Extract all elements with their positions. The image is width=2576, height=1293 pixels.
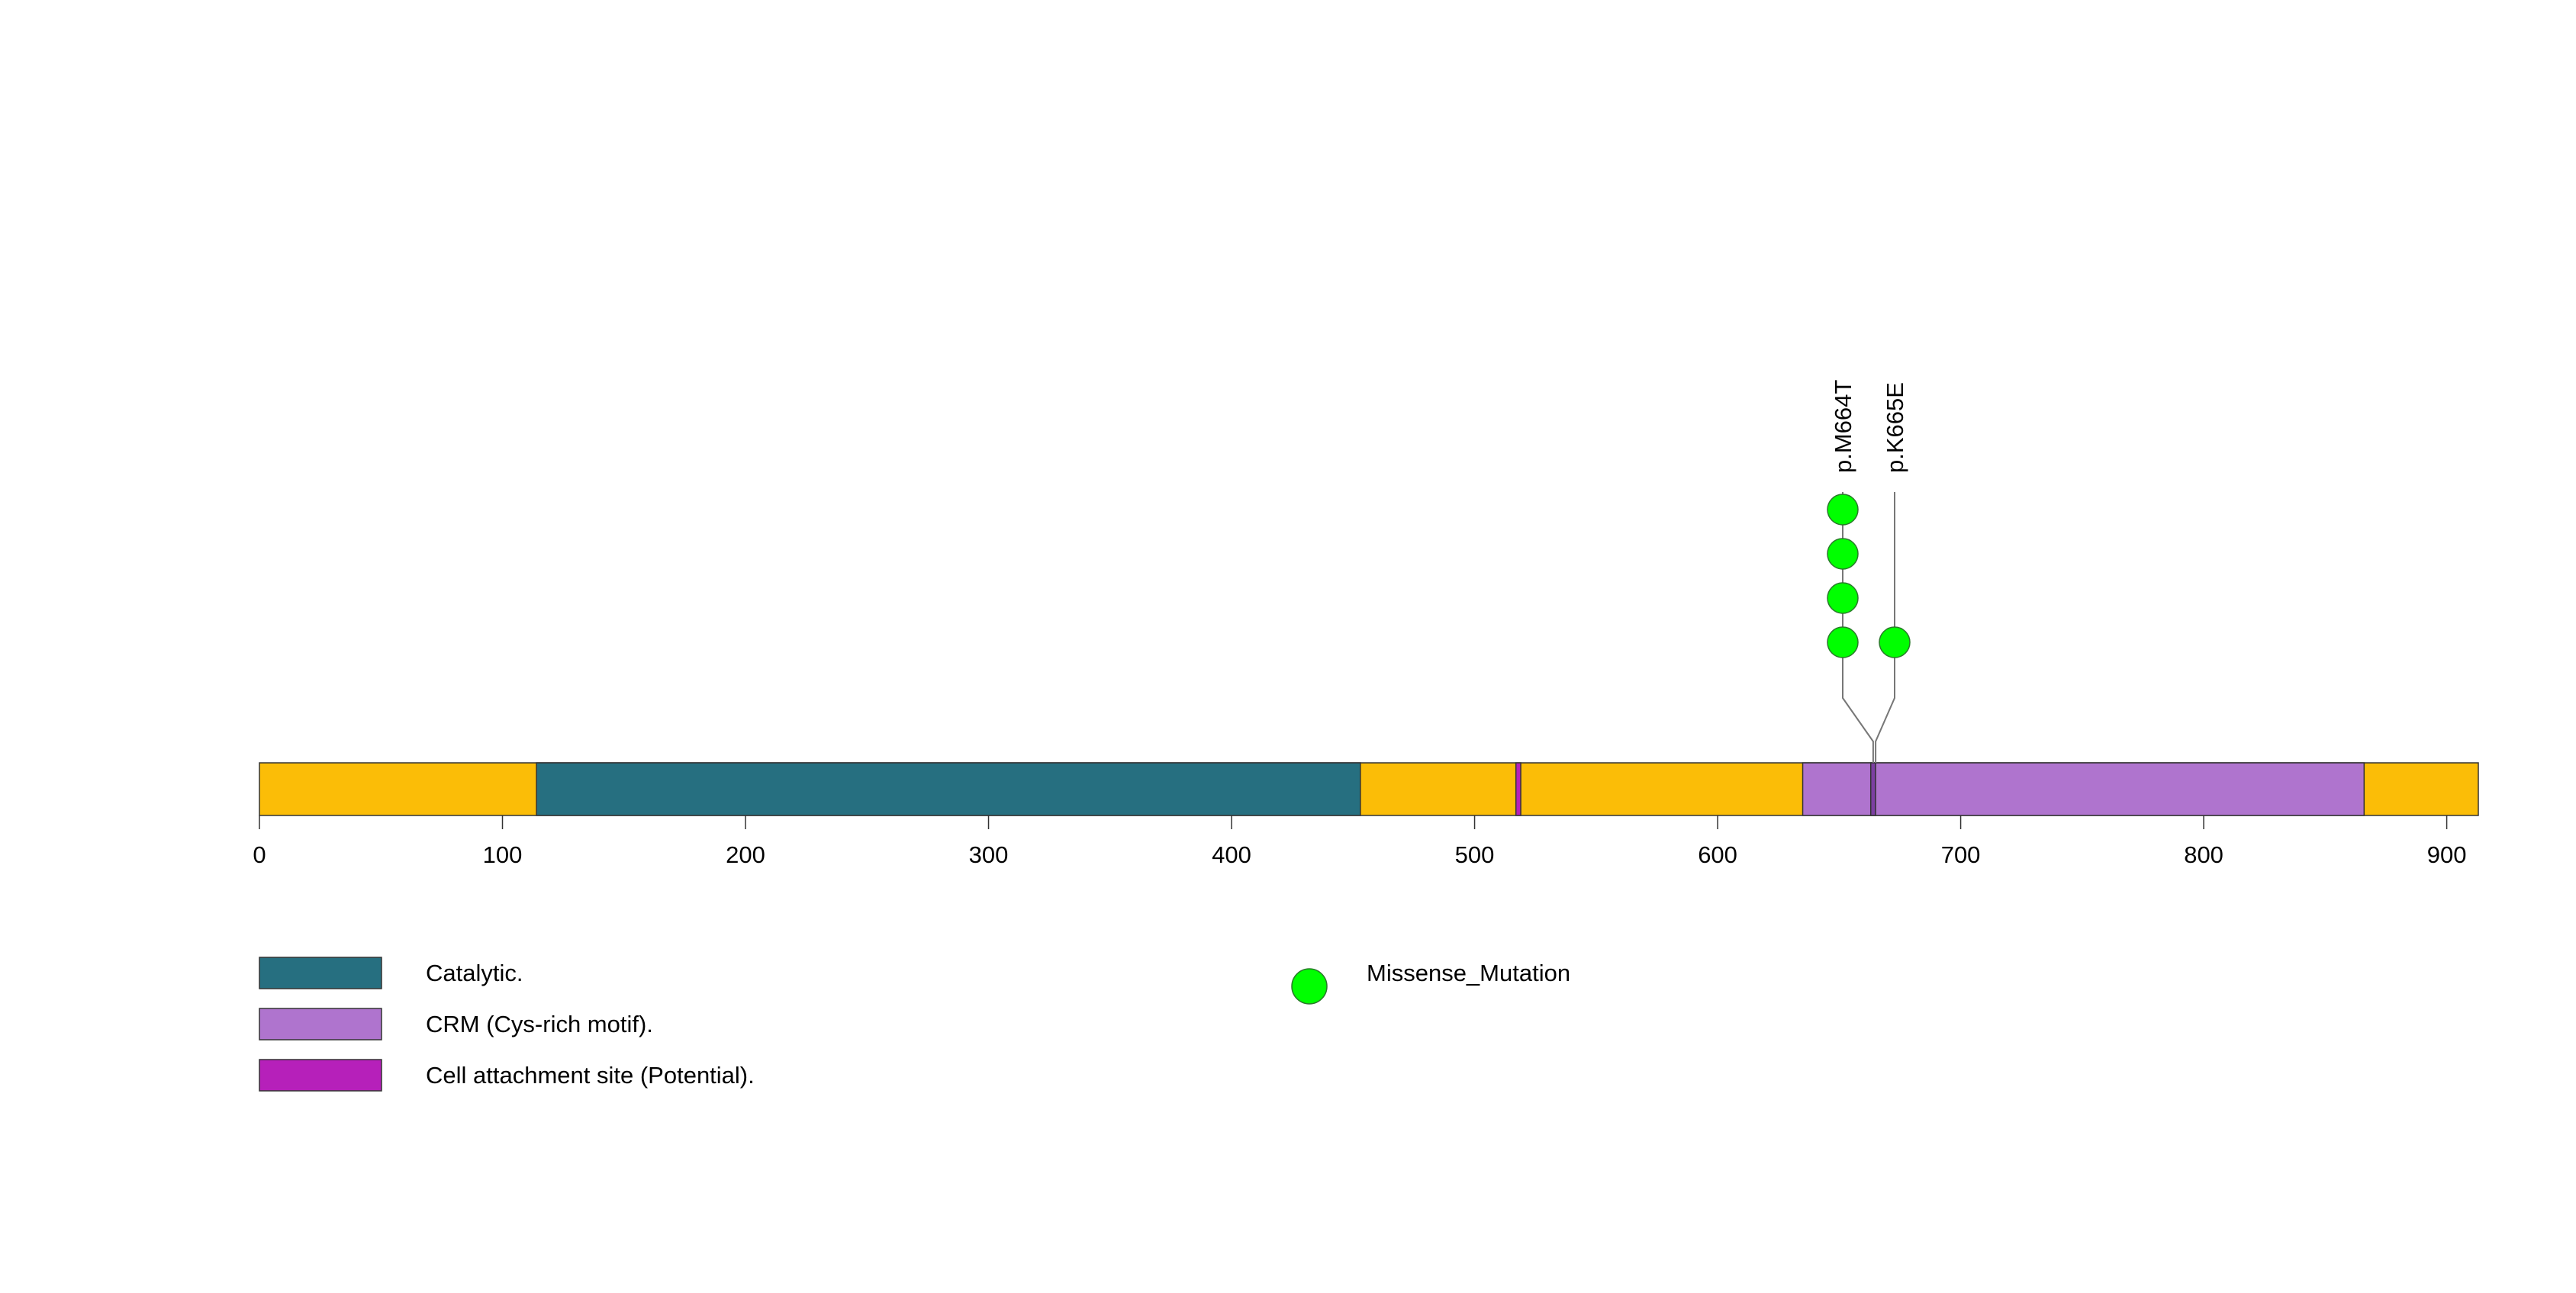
domain-2 — [1802, 762, 2365, 816]
mutation-point-0-1 — [1827, 582, 1859, 614]
position-axis: 0 100 200 300 400 500 600 700 800 900 — [253, 815, 2466, 868]
axis-tick-label-300: 300 — [969, 841, 1009, 868]
mutation-label-1: p.K665E — [1882, 382, 1908, 473]
domain-3 — [1869, 762, 1876, 816]
axis-tick-label-400: 400 — [1212, 841, 1251, 868]
axis-tick-label-200: 200 — [726, 841, 765, 868]
axis-tick-label-700: 700 — [1941, 841, 1981, 868]
axis-tick-label-0: 0 — [253, 841, 266, 868]
mutation-point-1-0 — [1879, 626, 1911, 658]
mutation-label-0: p.M664T — [1830, 380, 1856, 473]
domain-1 — [1515, 762, 1521, 816]
mutation-point-0-2 — [1827, 538, 1859, 570]
legend-mutation-label-0: Missense_Mutation — [1367, 960, 1570, 986]
mutation-point-0-3 — [1827, 494, 1859, 526]
axis-tick-label-900: 900 — [2427, 841, 2467, 868]
legend-swatch-1 — [259, 1008, 382, 1041]
mutation-lollipops: p.M664T p.K665E — [1827, 380, 1911, 763]
legend-label-0: Catalytic. — [426, 960, 523, 986]
legend-label-2: Cell attachment site (Potential). — [426, 1062, 755, 1089]
legend-mutation-marker-0 — [1291, 968, 1328, 1005]
legend-label-1: CRM (Cys-rich motif). — [426, 1011, 653, 1037]
domain-0 — [536, 762, 1361, 816]
axis-tick-label-600: 600 — [1698, 841, 1737, 868]
axis-tick-label-100: 100 — [483, 841, 523, 868]
axis-tick-label-800: 800 — [2184, 841, 2223, 868]
protein-track — [259, 762, 2479, 816]
legend-swatch-2 — [259, 1059, 382, 1092]
legend-swatch-0 — [259, 957, 382, 989]
legend: Catalytic. CRM (Cys-rich motif). Cell atta… — [259, 957, 1570, 1092]
mutation-connector-0 — [1842, 642, 1874, 763]
mutation-connector-1 — [1875, 642, 1895, 763]
mutation-point-0-0 — [1827, 626, 1859, 658]
axis-tick-label-500: 500 — [1455, 841, 1495, 868]
